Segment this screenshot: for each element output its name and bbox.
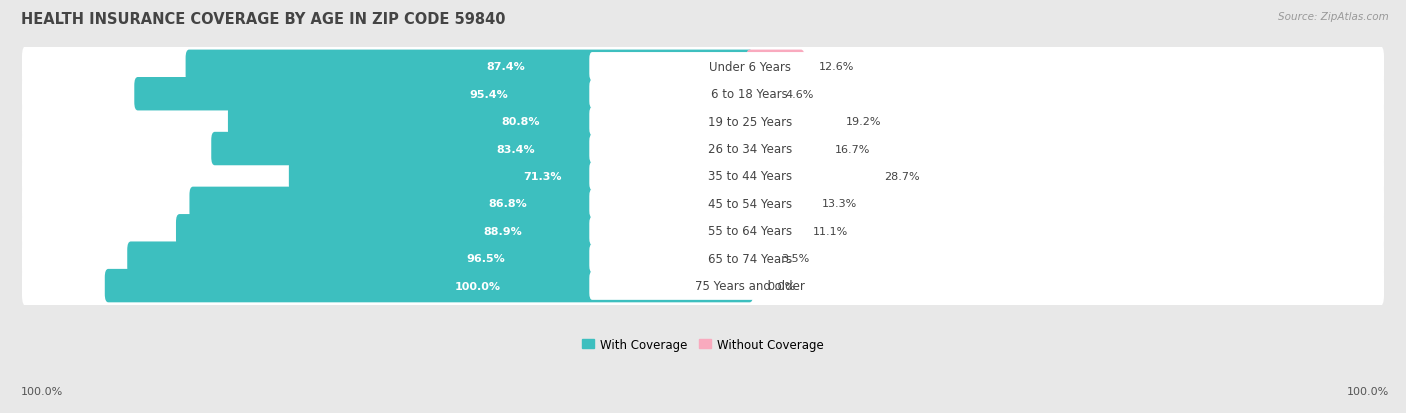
FancyBboxPatch shape [589, 162, 910, 191]
Text: HEALTH INSURANCE COVERAGE BY AGE IN ZIP CODE 59840: HEALTH INSURANCE COVERAGE BY AGE IN ZIP … [21, 12, 506, 27]
FancyBboxPatch shape [22, 101, 1384, 142]
Text: 95.4%: 95.4% [468, 90, 508, 100]
FancyBboxPatch shape [22, 128, 1384, 170]
FancyBboxPatch shape [186, 50, 754, 84]
Text: 28.7%: 28.7% [884, 171, 920, 182]
Text: 12.6%: 12.6% [818, 62, 853, 72]
Text: 100.0%: 100.0% [456, 281, 501, 291]
Text: 83.4%: 83.4% [496, 144, 534, 154]
Legend: With Coverage, Without Coverage: With Coverage, Without Coverage [578, 333, 828, 356]
FancyBboxPatch shape [589, 244, 910, 273]
Text: 96.5%: 96.5% [467, 254, 505, 263]
FancyBboxPatch shape [589, 108, 910, 136]
FancyBboxPatch shape [22, 74, 1384, 115]
FancyBboxPatch shape [747, 105, 831, 138]
FancyBboxPatch shape [747, 214, 799, 248]
Text: 80.8%: 80.8% [502, 117, 540, 127]
FancyBboxPatch shape [589, 53, 910, 81]
FancyBboxPatch shape [22, 46, 1384, 88]
Text: 26 to 34 Years: 26 to 34 Years [707, 143, 792, 156]
Text: 75 Years and older: 75 Years and older [695, 280, 804, 292]
FancyBboxPatch shape [190, 187, 754, 221]
Text: 3.5%: 3.5% [782, 254, 810, 263]
FancyBboxPatch shape [228, 105, 754, 138]
Text: 100.0%: 100.0% [21, 387, 63, 396]
Text: 6 to 18 Years: 6 to 18 Years [711, 88, 787, 101]
FancyBboxPatch shape [22, 183, 1384, 225]
FancyBboxPatch shape [589, 217, 910, 245]
FancyBboxPatch shape [747, 160, 870, 193]
Text: 45 to 54 Years: 45 to 54 Years [707, 197, 792, 210]
FancyBboxPatch shape [135, 78, 754, 111]
Text: 71.3%: 71.3% [523, 171, 561, 182]
FancyBboxPatch shape [747, 133, 821, 166]
FancyBboxPatch shape [22, 238, 1384, 279]
Text: 0.0%: 0.0% [768, 281, 796, 291]
FancyBboxPatch shape [747, 187, 807, 221]
Text: Under 6 Years: Under 6 Years [709, 61, 790, 74]
FancyBboxPatch shape [127, 242, 754, 275]
FancyBboxPatch shape [589, 135, 910, 164]
Text: 35 to 44 Years: 35 to 44 Years [707, 170, 792, 183]
Text: 88.9%: 88.9% [484, 226, 522, 236]
Text: 11.1%: 11.1% [813, 226, 848, 236]
Text: 13.3%: 13.3% [821, 199, 856, 209]
FancyBboxPatch shape [747, 242, 768, 275]
Text: 55 to 64 Years: 55 to 64 Years [707, 225, 792, 238]
Text: 19.2%: 19.2% [845, 117, 882, 127]
Text: 4.6%: 4.6% [786, 90, 814, 100]
FancyBboxPatch shape [747, 50, 804, 84]
FancyBboxPatch shape [105, 269, 754, 303]
FancyBboxPatch shape [176, 214, 754, 248]
Text: 100.0%: 100.0% [1347, 387, 1389, 396]
FancyBboxPatch shape [22, 211, 1384, 252]
Text: 65 to 74 Years: 65 to 74 Years [707, 252, 792, 265]
Text: 19 to 25 Years: 19 to 25 Years [707, 115, 792, 128]
Text: Source: ZipAtlas.com: Source: ZipAtlas.com [1278, 12, 1389, 22]
Text: 16.7%: 16.7% [835, 144, 870, 154]
FancyBboxPatch shape [22, 265, 1384, 307]
FancyBboxPatch shape [747, 78, 772, 111]
FancyBboxPatch shape [211, 133, 754, 166]
Text: 87.4%: 87.4% [486, 62, 526, 72]
FancyBboxPatch shape [589, 190, 910, 218]
FancyBboxPatch shape [22, 156, 1384, 197]
FancyBboxPatch shape [288, 160, 754, 193]
FancyBboxPatch shape [589, 80, 910, 109]
Text: 86.8%: 86.8% [488, 199, 527, 209]
FancyBboxPatch shape [589, 272, 910, 300]
